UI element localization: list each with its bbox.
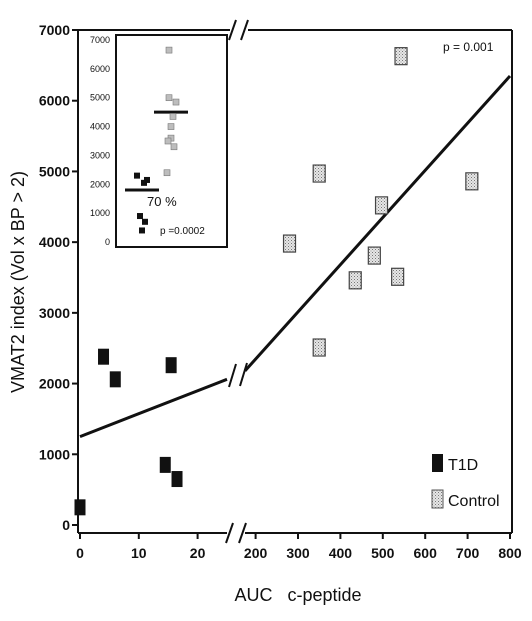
inset-t1d-point [142, 218, 148, 225]
inset-control-point [169, 113, 177, 120]
x-axis-ticks: 0 10 20 200 300 400 500 600 700 800 [76, 533, 522, 561]
inset-p-value: p =0.0002 [160, 226, 205, 237]
inset-panel: 0 1000 2000 3000 4000 5000 6000 7000 70 % p =0.… [90, 34, 228, 248]
control-point [348, 271, 362, 290]
legend-label-t1d: T1D [448, 457, 478, 474]
x-tick-label: 10 [131, 545, 147, 561]
inset-y-tick-label: 4000 [90, 122, 110, 132]
y-tick-label: 7000 [39, 22, 70, 38]
x-tick-label: 400 [329, 545, 353, 561]
inset-control-point [172, 98, 180, 106]
inset-y-tick-label: 5000 [90, 93, 110, 103]
x-tick-label: 200 [244, 545, 268, 561]
control-point [391, 267, 405, 286]
inset-y-tick-label: 0 [105, 237, 110, 247]
t1d-point [171, 471, 183, 488]
t1d-point [159, 456, 171, 473]
inset-y-tick-label: 6000 [90, 64, 110, 74]
inset-t1d-point [139, 227, 145, 234]
bottom-axis-break-mark [225, 522, 247, 544]
inset-control-point [165, 94, 173, 102]
y-tick-label: 0 [62, 517, 70, 533]
x-tick-label: 700 [456, 545, 480, 561]
regression-line [79, 74, 512, 439]
top-axis-break-mark [228, 19, 249, 41]
inset-control-point [165, 46, 173, 54]
data-points [74, 47, 479, 516]
legend: T1D Control [431, 454, 500, 510]
x-tick-label: 500 [371, 545, 395, 561]
t1d-point [98, 348, 110, 365]
inset-control-point [170, 143, 178, 151]
t1d-point [109, 371, 121, 388]
x-tick-label: 300 [286, 545, 310, 561]
control-point [394, 47, 408, 66]
y-axis-title: VMAT2 index (Vol x BP > 2) [8, 171, 28, 393]
inset-t1d-point [134, 172, 140, 179]
legend-swatch-t1d [432, 454, 443, 472]
inset-y-tick-label: 1000 [90, 208, 110, 218]
legend-label-control: Control [448, 493, 500, 510]
y-tick-label: 2000 [39, 376, 70, 392]
control-point [465, 172, 479, 191]
control-point [312, 164, 326, 183]
control-point [312, 338, 326, 357]
inset-control-point [164, 137, 172, 145]
inset-percent-label: 70 % [147, 194, 177, 209]
x-axis-title: AUC c-peptide [234, 585, 361, 605]
inset-y-tick-label: 3000 [90, 150, 110, 160]
p-value-main: p = 0.001 [443, 40, 494, 54]
inset-control-point [163, 169, 171, 177]
control-point [282, 234, 297, 253]
inset-y-tick-label: 7000 [90, 35, 110, 45]
x-tick-label: 800 [498, 545, 522, 561]
inset-y-ticks: 0 1000 2000 3000 4000 5000 6000 7000 [90, 35, 110, 247]
t1d-point [74, 499, 86, 516]
y-tick-label: 1000 [39, 446, 70, 462]
inset-points [125, 46, 188, 234]
fit-line-break-mark [228, 362, 248, 388]
fit-line-segment [243, 74, 512, 372]
inset-t1d-point [137, 213, 143, 220]
inset-t1d-point [144, 176, 150, 183]
t1d-point [165, 357, 177, 374]
control-point [367, 246, 381, 265]
fit-line-segment [79, 377, 228, 439]
y-tick-label: 6000 [39, 93, 70, 109]
x-tick-label: 0 [76, 545, 84, 561]
y-axis-ticks: 0 1000 2000 3000 4000 5000 6000 7000 [39, 22, 78, 533]
y-tick-label: 3000 [39, 305, 70, 321]
legend-swatch-control [431, 489, 444, 509]
y-tick-label: 5000 [39, 163, 70, 179]
x-tick-label: 600 [414, 545, 438, 561]
x-tick-label: 20 [190, 545, 206, 561]
inset-y-tick-label: 2000 [90, 179, 110, 189]
control-point [374, 196, 389, 215]
inset-control-point [167, 123, 175, 130]
y-tick-label: 4000 [39, 234, 70, 250]
